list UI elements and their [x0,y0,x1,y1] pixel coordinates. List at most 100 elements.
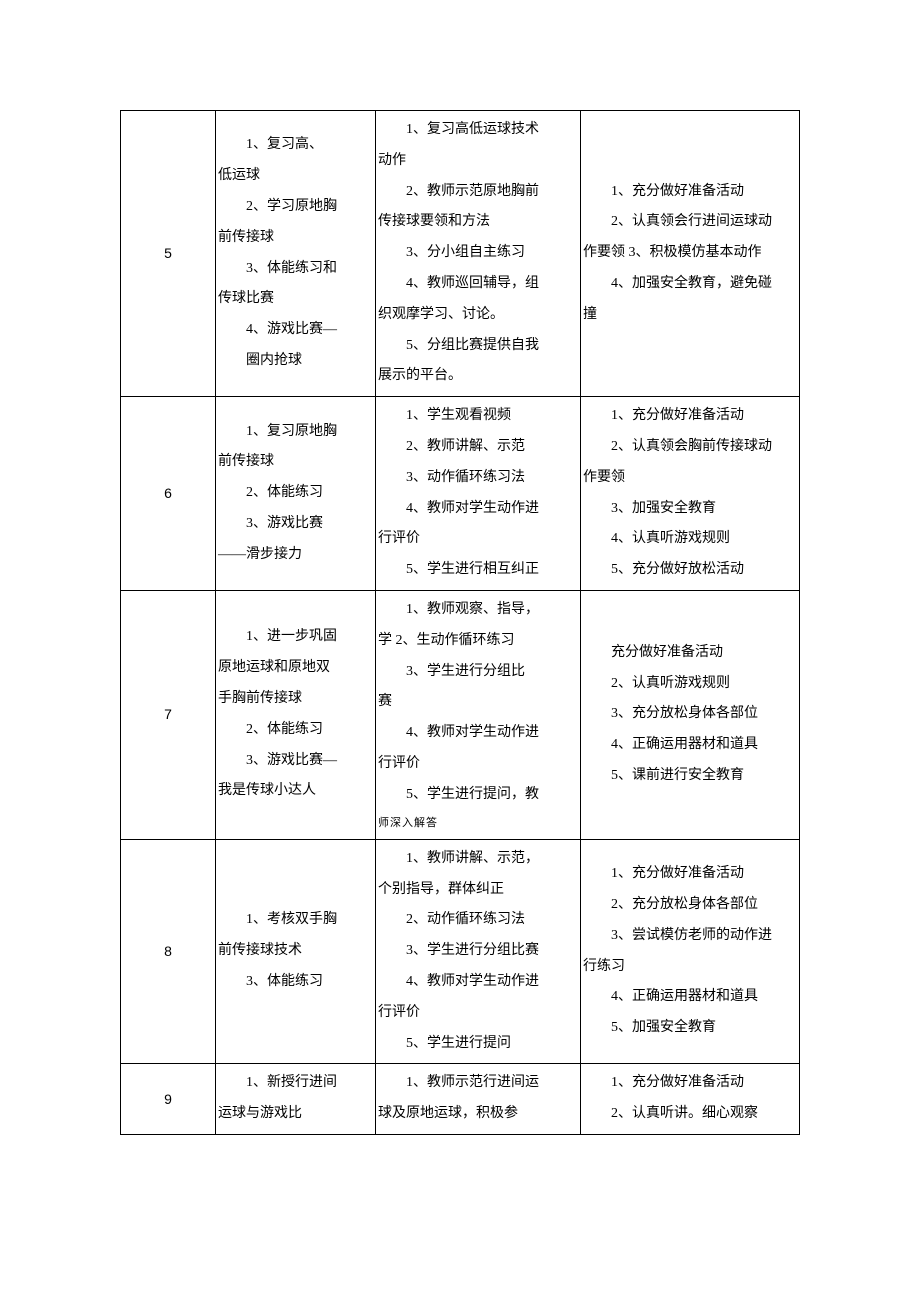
line: 1、充分做好准备活动 [583,401,797,432]
line: 3、游戏比赛— [218,746,373,777]
line: 4、游戏比赛— [218,315,373,346]
line: 1、复习高低运球技术 [378,115,578,146]
line: 3、动作循环练习法 [378,463,578,494]
line: ——滑步接力 [218,540,373,571]
line: 3、加强安全教育 [583,494,797,525]
cell-notes: 充分做好准备活动 2、认真听游戏规则 3、充分放松身体各部位 4、正确运用器材和… [581,590,800,839]
line: 3、充分放松身体各部位 [583,699,797,730]
line: 1、复习原地胸 [218,417,373,448]
line: 5、充分做好放松活动 [583,555,797,586]
row-number: 6 [121,397,216,591]
cell-notes: 1、充分做好准备活动 2、认真领会胸前传接球动 作要领 3、加强安全教育 4、认… [581,397,800,591]
line: 圈内抢球 [218,346,373,377]
line: 4、认真听游戏规则 [583,524,797,555]
lesson-plan-table: 5 1、复习高、 低运球 2、学习原地胸 前传接球 3、体能练习和 传球比赛 4… [120,110,800,1135]
line: 前传接球 [218,447,373,478]
table-row: 9 1、新授行进间 运球与游戏比 1、教师示范行进间运 球及原地运球，积极参 1… [121,1064,800,1135]
row-number: 8 [121,839,216,1064]
line: 动作 [378,146,578,177]
line: 4、教师对学生动作进 [378,967,578,998]
line: 传球比赛 [218,284,373,315]
line: 2、教师示范原地胸前 [378,177,578,208]
cell-content: 1、新授行进间 运球与游戏比 [216,1064,376,1135]
line: 4、教师巡回辅导，组 [378,269,578,300]
line: 4、正确运用器材和道具 [583,730,797,761]
line: 3、尝试模仿老师的动作进 [583,921,797,952]
line: 4、正确运用器材和道具 [583,982,797,1013]
cell-teaching: 1、教师讲解、示范， 个别指导，群体纠正 2、动作循环练习法 3、学生进行分组比… [376,839,581,1064]
line: 5、分组比赛提供自我 [378,331,578,362]
cell-notes: 1、充分做好准备活动 2、认真听讲。细心观察 [581,1064,800,1135]
cell-content: 1、进一步巩固 原地运球和原地双 手胸前传接球 2、体能练习 3、游戏比赛— 我… [216,590,376,839]
line: 我是传球小达人 [218,776,373,807]
table-row: 8 1、考核双手胸 前传接球技术 3、体能练习 1、教师讲解、示范， 个别指导，… [121,839,800,1064]
cell-teaching: 1、学生观看视频 2、教师讲解、示范 3、动作循环练习法 4、教师对学生动作进 … [376,397,581,591]
line: 2、学习原地胸 [218,192,373,223]
cell-content: 1、考核双手胸 前传接球技术 3、体能练习 [216,839,376,1064]
line: 5、学生进行提问，教 [378,780,578,811]
line: 传接球要领和方法 [378,207,578,238]
line: 1、充分做好准备活动 [583,1068,797,1099]
cell-teaching: 1、教师观察、指导， 学 2、生动作循环练习 3、学生进行分组比 赛 4、教师对… [376,590,581,839]
line: 3、体能练习和 [218,254,373,285]
line: 撞 [583,300,797,331]
line: 5、加强安全教育 [583,1013,797,1044]
line: 2、体能练习 [218,478,373,509]
line: 2、认真听游戏规则 [583,669,797,700]
line: 行评价 [378,524,578,555]
line: 赛 [378,687,578,718]
cell-teaching: 1、复习高低运球技术 动作 2、教师示范原地胸前 传接球要领和方法 3、分小组自… [376,111,581,397]
line: 行评价 [378,749,578,780]
line: 织观摩学习、讨论。 [378,300,578,331]
cell-teaching: 1、教师示范行进间运 球及原地运球，积极参 [376,1064,581,1135]
line: 2、认真领会胸前传接球动 [583,432,797,463]
table-row: 6 1、复习原地胸 前传接球 2、体能练习 3、游戏比赛 ——滑步接力 1、学生… [121,397,800,591]
line: 学 2、生动作循环练习 [378,626,578,657]
line: 前传接球技术 [218,936,373,967]
line: 2、充分放松身体各部位 [583,890,797,921]
line: 3、游戏比赛 [218,509,373,540]
line: 1、教师讲解、示范， [378,844,578,875]
cell-content: 1、复习原地胸 前传接球 2、体能练习 3、游戏比赛 ——滑步接力 [216,397,376,591]
line: 1、进一步巩固 [218,622,373,653]
line: 作要领 [583,463,797,494]
line: 2、教师讲解、示范 [378,432,578,463]
line: 1、新授行进间 [218,1068,373,1099]
line: 5、学生进行提问 [378,1029,578,1060]
line: 作要领 3、积极模仿基本动作 [583,238,797,269]
line: 3、学生进行分组比赛 [378,936,578,967]
line: 原地运球和原地双 [218,653,373,684]
row-number: 5 [121,111,216,397]
line: 行评价 [378,998,578,1029]
table-row: 7 1、进一步巩固 原地运球和原地双 手胸前传接球 2、体能练习 3、游戏比赛—… [121,590,800,839]
line: 4、教师对学生动作进 [378,718,578,749]
line: 手胸前传接球 [218,684,373,715]
line: 3、学生进行分组比 [378,657,578,688]
cell-notes: 1、充分做好准备活动 2、认真领会行进间运球动 作要领 3、积极模仿基本动作 4… [581,111,800,397]
line: 3、体能练习 [218,967,373,998]
line: 球及原地运球，积极参 [378,1099,578,1130]
line: 运球与游戏比 [218,1099,373,1130]
line: 5、学生进行相互纠正 [378,555,578,586]
line: 4、教师对学生动作进 [378,494,578,525]
line: 3、分小组自主练习 [378,238,578,269]
line: 低运球 [218,161,373,192]
line: 4、加强安全教育，避免碰 [583,269,797,300]
line: 个别指导，群体纠正 [378,875,578,906]
line: 2、认真领会行进间运球动 [583,207,797,238]
line: 1、考核双手胸 [218,905,373,936]
table-row: 5 1、复习高、 低运球 2、学习原地胸 前传接球 3、体能练习和 传球比赛 4… [121,111,800,397]
line: 1、充分做好准备活动 [583,177,797,208]
line: 1、教师示范行进间运 [378,1068,578,1099]
row-number: 7 [121,590,216,839]
line: 2、认真听讲。细心观察 [583,1099,797,1130]
line: 2、动作循环练习法 [378,905,578,936]
document-page: 5 1、复习高、 低运球 2、学习原地胸 前传接球 3、体能练习和 传球比赛 4… [0,0,920,1195]
cell-notes: 1、充分做好准备活动 2、充分放松身体各部位 3、尝试模仿老师的动作进 行练习 … [581,839,800,1064]
line: 2、体能练习 [218,715,373,746]
row-number: 9 [121,1064,216,1135]
line: 1、复习高、 [218,130,373,161]
line: 1、教师观察、指导， [378,595,578,626]
cell-content: 1、复习高、 低运球 2、学习原地胸 前传接球 3、体能练习和 传球比赛 4、游… [216,111,376,397]
line: 充分做好准备活动 [583,638,797,669]
